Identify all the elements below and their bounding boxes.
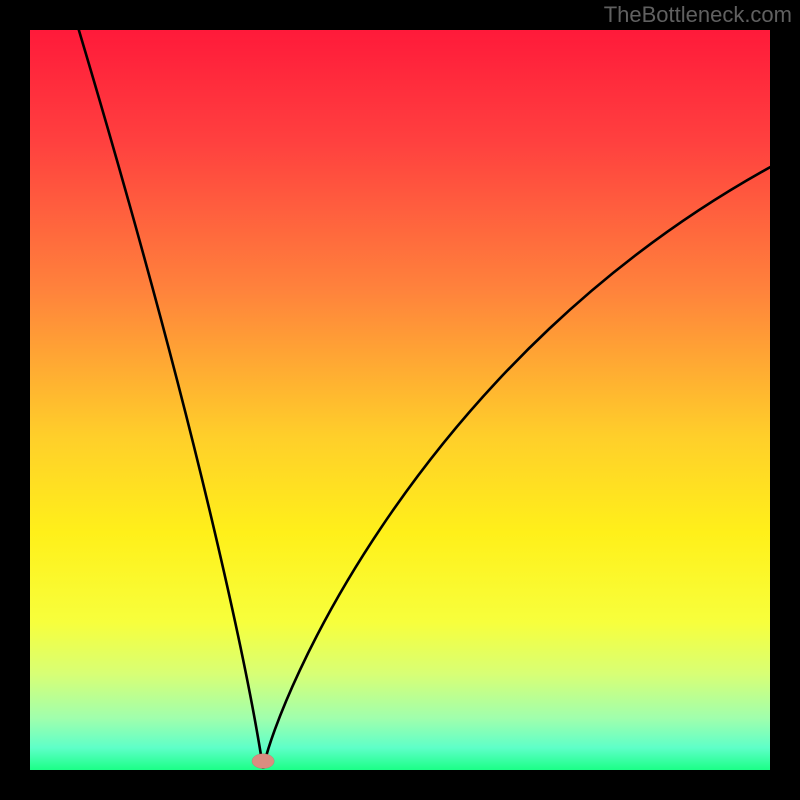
bottleneck-chart [30, 30, 770, 770]
gradient-background [30, 30, 770, 770]
minimum-marker [252, 754, 274, 769]
plot-area [30, 30, 770, 770]
watermark-text: TheBottleneck.com [604, 2, 792, 28]
chart-container: TheBottleneck.com [0, 0, 800, 800]
